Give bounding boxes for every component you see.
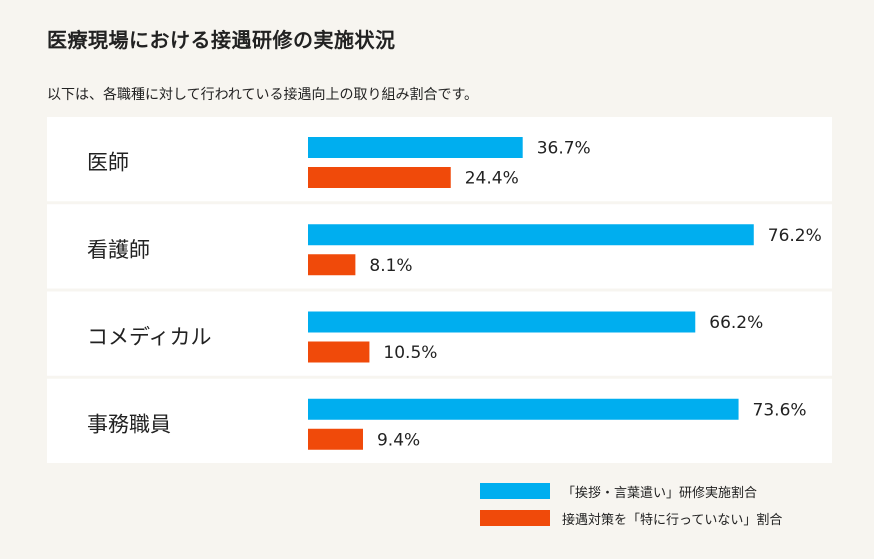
legend-item-no-measures: 接遇対策を「特に行っていない」割合 (480, 507, 860, 529)
bar-chart-svg: 医師 36.7% 24.4% 看護師 76.2% 8.1% コメディカル 66.2% 10.5%… (47, 117, 832, 463)
bar-no-measures-doctor (308, 167, 451, 188)
bar-training-clerical (308, 398, 739, 420)
legend-swatch-no-measures (480, 510, 550, 526)
bar-no-measures-comedical (308, 341, 370, 363)
value-label-no-measures-nurse: 8.1% (369, 256, 412, 276)
legend-label-training: 「挨拶・言葉遣い」研修実施割合 (562, 485, 758, 501)
bar-training-nurse (308, 224, 754, 246)
category-panel-nurse (47, 204, 832, 289)
value-label-training-doctor: 36.7% (537, 139, 591, 159)
category-label-doctor: 医師 (87, 151, 129, 175)
category-panel-clerical (47, 378, 832, 463)
value-label-no-measures-comedical: 10.5% (383, 343, 437, 363)
legend-item-training: 「挨拶・言葉遣い」研修実施割合 (480, 480, 860, 502)
bar-training-comedical (308, 311, 696, 333)
bar-no-measures-clerical (308, 428, 363, 450)
value-label-no-measures-doctor: 24.4% (465, 169, 519, 189)
category-label-clerical: 事務職員 (87, 412, 171, 436)
category-label-nurse: 看護師 (87, 238, 150, 262)
legend-label-no-measures: 接遇対策を「特に行っていない」割合 (562, 512, 783, 528)
value-label-no-measures-clerical: 9.4% (377, 430, 420, 450)
category-panel-comedical (47, 291, 832, 376)
value-label-training-nurse: 76.2% (768, 226, 822, 246)
value-label-training-comedical: 66.2% (709, 313, 763, 333)
category-panel-doctor (47, 117, 832, 202)
bar-chart: 医師 36.7% 24.4% 看護師 76.2% 8.1% コメディカル 66.2% 10.5%… (47, 117, 832, 466)
bar-training-doctor (308, 137, 523, 158)
value-label-training-clerical: 73.6% (753, 400, 807, 420)
bar-no-measures-nurse (308, 254, 356, 276)
legend-swatch-training (480, 483, 550, 499)
category-label-comedical: コメディカル (87, 325, 212, 349)
chart-legend: 「挨拶・言葉遣い」研修実施割合 接遇対策を「特に行っていない」割合 (480, 480, 860, 534)
page-subtitle: 以下は、各職種に対して行われている接遇向上の取り組み割合です。 (47, 87, 479, 103)
page-title: 医療現場における接遇研修の実施状況 (47, 28, 396, 52)
